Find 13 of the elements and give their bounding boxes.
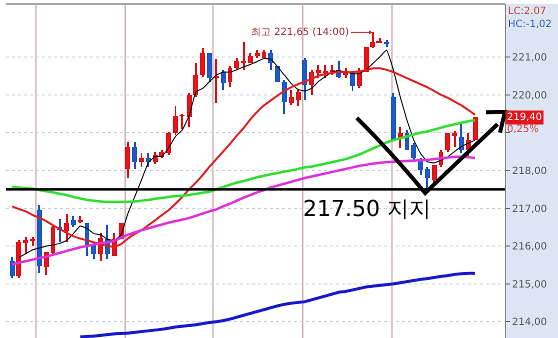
y-tick-label: 220,00: [512, 90, 547, 102]
y-tick-label: 217,00: [512, 204, 547, 215]
y-tick-label: 215,00: [512, 279, 547, 290]
y-tick-label: 216,00: [512, 242, 547, 253]
y-tick-label: 218,00: [512, 166, 547, 177]
text: LC:2.07: [508, 6, 546, 17]
y-tick-label: 221,00: [512, 52, 547, 64]
text: HC:-1,02: [508, 19, 552, 30]
annotation: 최고 221,65 (14:00): [251, 27, 350, 38]
text: 219,40: [507, 112, 542, 123]
y-tick-label: 214,00: [512, 317, 547, 328]
ref-line-label: 217.50 지지: [303, 197, 431, 222]
text: 0,25%: [507, 124, 539, 135]
